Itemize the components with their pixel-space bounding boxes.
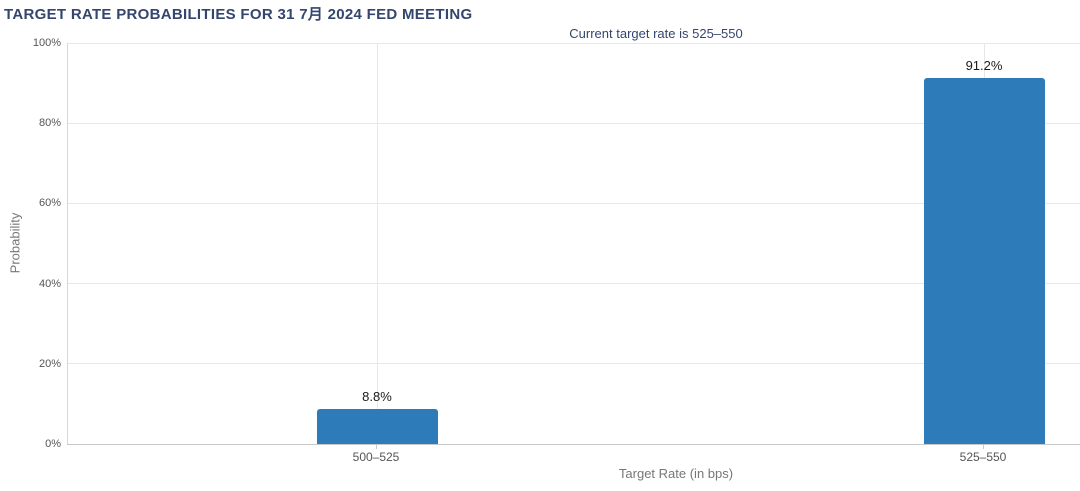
y-tick-label: 20% xyxy=(38,357,61,370)
bar-value-label: 8.8% xyxy=(362,388,392,404)
y-tick-label: 40% xyxy=(38,277,61,290)
y-gridline xyxy=(68,122,1080,124)
x-axis-tick xyxy=(376,445,377,449)
y-gridline xyxy=(68,202,1080,204)
y-gridline xyxy=(68,283,1080,285)
bar-value-label: 91.2% xyxy=(965,58,1003,74)
y-tick-label: 60% xyxy=(38,197,61,210)
x-category-label: 525–550 xyxy=(959,450,1007,464)
probability-bar xyxy=(316,408,438,444)
chart-title: TARGET RATE PROBABILITIES FOR 31 7月 2024… xyxy=(4,6,473,23)
x-axis-tick xyxy=(983,445,984,449)
x-category-label: 500–525 xyxy=(352,450,400,464)
y-gridline xyxy=(68,42,1080,44)
y-tick-label: 100% xyxy=(32,37,61,49)
y-gridline xyxy=(68,363,1080,365)
x-gridline xyxy=(377,43,378,444)
probability-bar xyxy=(923,78,1045,444)
y-tick-label: 80% xyxy=(38,117,61,130)
y-tick-label: 0% xyxy=(45,438,61,450)
chart-subtitle: Current target rate is 525–550 xyxy=(569,26,743,41)
plot-area: 8.8% 91.2% xyxy=(67,42,1080,445)
x-axis-title: Target Rate (in bps) xyxy=(618,466,734,481)
y-axis-title: Probability xyxy=(7,212,23,274)
